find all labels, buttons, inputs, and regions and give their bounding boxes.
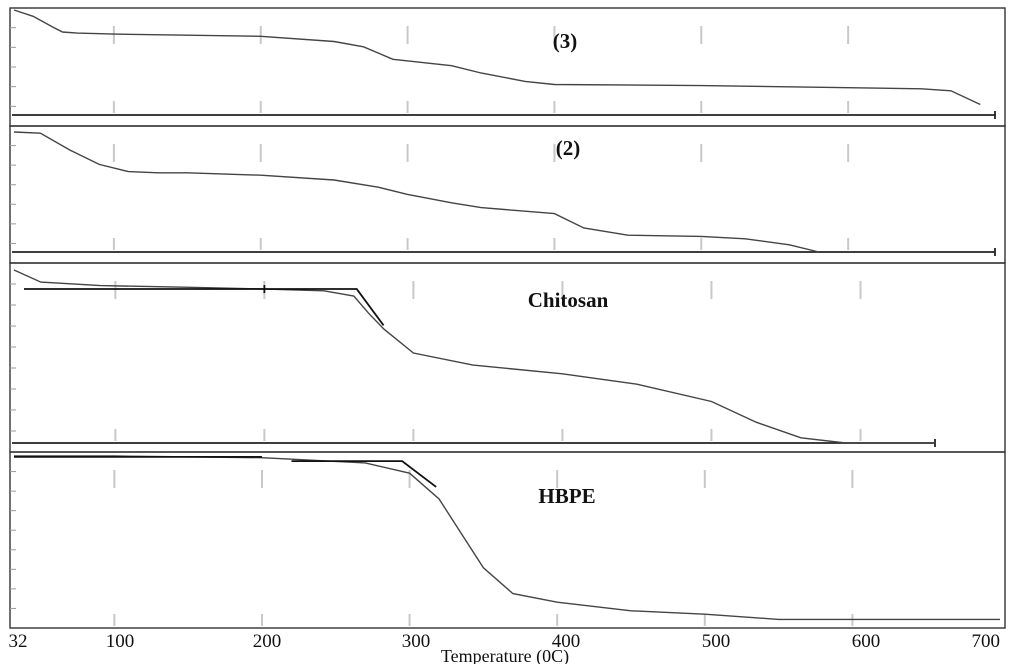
tga-curve xyxy=(13,131,819,253)
x-tick-label: 300 xyxy=(402,631,431,652)
panel-label: (2) xyxy=(556,136,581,160)
onset-tangent xyxy=(24,288,385,326)
panel-frame xyxy=(9,7,1006,127)
x-tick-label: 200 xyxy=(253,631,282,652)
x-tick-label: 32 xyxy=(9,631,28,652)
x-axis: 32 100 200 300 400 500 600 700 Temperature (0C) xyxy=(9,631,1001,667)
panel-frame xyxy=(9,262,1006,453)
tga-curve xyxy=(13,9,981,106)
panel-label: HBPE xyxy=(538,484,595,508)
panel-chitosan: Chitosan xyxy=(9,262,1006,453)
panel-hbpe: HBPE xyxy=(9,451,1006,629)
x-tick-label: 700 xyxy=(972,631,1001,652)
panel-frame xyxy=(9,125,1006,264)
x-axis-title: Temperature (0C) xyxy=(441,646,569,664)
x-tick-label: 600 xyxy=(852,631,881,652)
panel-label: Chitosan xyxy=(528,288,609,312)
panel-3: (3) xyxy=(9,7,1006,127)
tga-curve xyxy=(13,269,935,444)
tga-curve xyxy=(14,455,1000,621)
onset-tangent xyxy=(291,460,437,488)
x-tick-label: 400 xyxy=(552,631,581,652)
x-tick-label: 500 xyxy=(702,631,731,652)
panel-2: (2) xyxy=(9,125,1006,264)
x-tick-label: 100 xyxy=(106,631,135,652)
panel-label: (3) xyxy=(553,29,578,53)
panel-frame xyxy=(9,451,1006,629)
